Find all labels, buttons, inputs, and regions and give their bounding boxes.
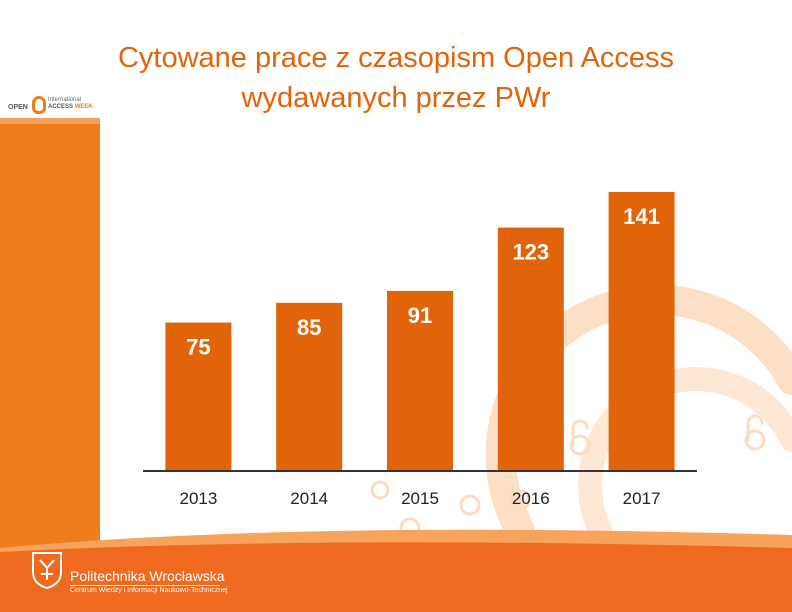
- bar-2014: [276, 302, 343, 471]
- bar-2013: [165, 322, 232, 471]
- data-label-2015: 91: [408, 303, 432, 328]
- data-label-2017: 141: [623, 204, 660, 229]
- x-tick-label-2015: 2015: [401, 489, 439, 508]
- left-band-highlight: [0, 118, 100, 124]
- title-line-2: wydawanych przez PWr: [241, 82, 551, 114]
- data-label-2013: 75: [186, 335, 210, 360]
- data-label-2016: 123: [512, 240, 549, 265]
- logo-access-week-text: ACCESS WEEK: [48, 104, 93, 110]
- logo-open-text: OPEN: [8, 104, 28, 111]
- bar-2015: [387, 290, 453, 471]
- university-crest-icon: [32, 552, 62, 590]
- page-title: Cytowane prace z czasopism Open Access w…: [40, 38, 752, 118]
- x-tick-label-2017: 2017: [623, 489, 661, 508]
- x-tick-label-2016: 2016: [512, 489, 550, 508]
- open-access-week-logo: OPEN International ACCESS WEEK: [4, 96, 104, 120]
- open-access-lock-icon: [32, 96, 46, 114]
- x-tick-label-2013: 2013: [179, 489, 217, 508]
- university-name: Politechnika Wrocławska: [70, 568, 225, 584]
- bar-2016: [497, 227, 564, 471]
- footer-wave: [0, 542, 792, 612]
- bar-2017: [608, 192, 675, 471]
- logo-access-text: ACCESS: [48, 104, 74, 110]
- university-logo: Politechnika Wrocławska Centrum Wiedzy i…: [30, 548, 290, 600]
- data-label-2014: 85: [297, 315, 321, 340]
- logo-international-text: International: [48, 97, 82, 103]
- bar-chart: 75 2013 85 2014 91 2015 123 2016 141 2017: [143, 192, 697, 508]
- footer-divider: [70, 585, 220, 586]
- university-unit-name: Centrum Wiedzy i Informacji Naukowo-Tech…: [70, 587, 228, 594]
- title-line-1: Cytowane prace z czasopism Open Access: [117, 42, 675, 74]
- x-tick-label-2014: 2014: [290, 489, 328, 508]
- logo-week-text: WEEK: [74, 104, 93, 110]
- left-orange-band: [0, 118, 100, 548]
